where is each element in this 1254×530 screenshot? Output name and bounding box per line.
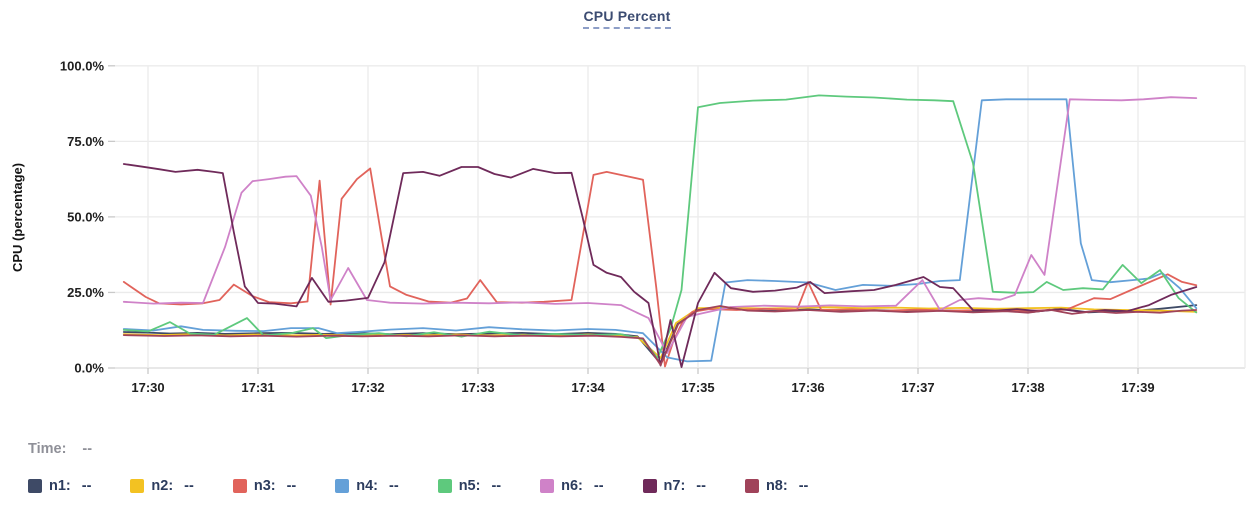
series-line-n5[interactable] bbox=[122, 94, 1198, 359]
hover-time-row: Time: -- bbox=[28, 441, 92, 457]
series-line-n7[interactable] bbox=[122, 163, 1198, 369]
legend-label: n4: bbox=[356, 478, 379, 494]
series-line-n4[interactable] bbox=[122, 98, 1198, 363]
legend-label: n7: bbox=[663, 478, 686, 494]
x-tick-label: 17:37 bbox=[901, 380, 934, 395]
x-tick-label: 17:36 bbox=[791, 380, 824, 395]
legend-item-n2[interactable]: n2: -- bbox=[130, 478, 194, 494]
time-label: Time: bbox=[28, 441, 67, 457]
x-tick-label: 17:39 bbox=[1121, 380, 1154, 395]
x-tick-label: 17:31 bbox=[241, 380, 274, 395]
n4-swatch-icon bbox=[335, 479, 350, 493]
chart-title-wrap: CPU Percent bbox=[0, 8, 1254, 29]
legend-item-n7[interactable]: n7: -- bbox=[642, 478, 706, 494]
legend-item-n8[interactable]: n8: -- bbox=[744, 478, 809, 494]
line-chart-plot[interactable]: 100.0% 75.0% 50.0% 25.0% 0.0% 17:30 17:31 17:32… bbox=[0, 0, 1254, 412]
legend-label: n1: bbox=[49, 478, 71, 494]
legend-value: -- bbox=[184, 478, 194, 494]
n1-swatch-icon bbox=[28, 479, 42, 493]
legend-item-n3[interactable]: n3: -- bbox=[232, 478, 297, 494]
legend-label: n2: bbox=[151, 478, 174, 494]
y-tick-label: 75.0% bbox=[67, 134, 104, 149]
legend-item-n5[interactable]: n5: -- bbox=[437, 478, 502, 494]
legend-value: -- bbox=[491, 478, 502, 494]
y-tick-label: 100.0% bbox=[60, 58, 105, 73]
y-tick-label: 25.0% bbox=[67, 285, 104, 300]
x-tick-label: 17:30 bbox=[131, 380, 164, 395]
legend-row: n1: -- n2: -- n3: -- n4: -- n5: -- n6: -… bbox=[28, 478, 808, 494]
legend-label: n6: bbox=[561, 478, 583, 494]
x-tick-label: 17:33 bbox=[461, 380, 494, 395]
chart-title[interactable]: CPU Percent bbox=[583, 8, 671, 29]
n2-swatch-icon bbox=[130, 479, 145, 493]
series-line-n8[interactable] bbox=[122, 305, 1198, 366]
legend-value: -- bbox=[798, 478, 809, 494]
legend-item-n4[interactable]: n4: -- bbox=[335, 478, 399, 494]
x-tick-label: 17:38 bbox=[1011, 380, 1044, 395]
legend-value: -- bbox=[286, 478, 297, 494]
x-tick-label: 17:35 bbox=[681, 380, 714, 395]
legend-value: -- bbox=[81, 478, 92, 494]
series-line-n6[interactable] bbox=[122, 96, 1198, 354]
n8-swatch-icon bbox=[744, 479, 759, 493]
legend-label: n8: bbox=[765, 478, 788, 494]
x-tick-label: 17:34 bbox=[571, 380, 605, 395]
n7-swatch-icon bbox=[642, 479, 657, 493]
time-value: -- bbox=[82, 441, 93, 457]
y-tick-label: 50.0% bbox=[67, 209, 104, 224]
legend-value: -- bbox=[696, 478, 706, 494]
legend-value: -- bbox=[389, 478, 399, 494]
legend-item-n6[interactable]: n6: -- bbox=[540, 478, 604, 494]
legend-label: n3: bbox=[253, 478, 276, 494]
series-line-n2[interactable] bbox=[122, 306, 1198, 359]
n3-swatch-icon bbox=[232, 479, 247, 493]
n6-swatch-icon bbox=[540, 479, 555, 493]
legend-value: -- bbox=[593, 478, 604, 494]
x-tick-label: 17:32 bbox=[351, 380, 384, 395]
y-tick-label: 0.0% bbox=[74, 361, 104, 376]
legend-item-n1[interactable]: n1: -- bbox=[28, 478, 91, 494]
n5-swatch-icon bbox=[437, 479, 452, 493]
legend-label: n5: bbox=[458, 478, 481, 494]
